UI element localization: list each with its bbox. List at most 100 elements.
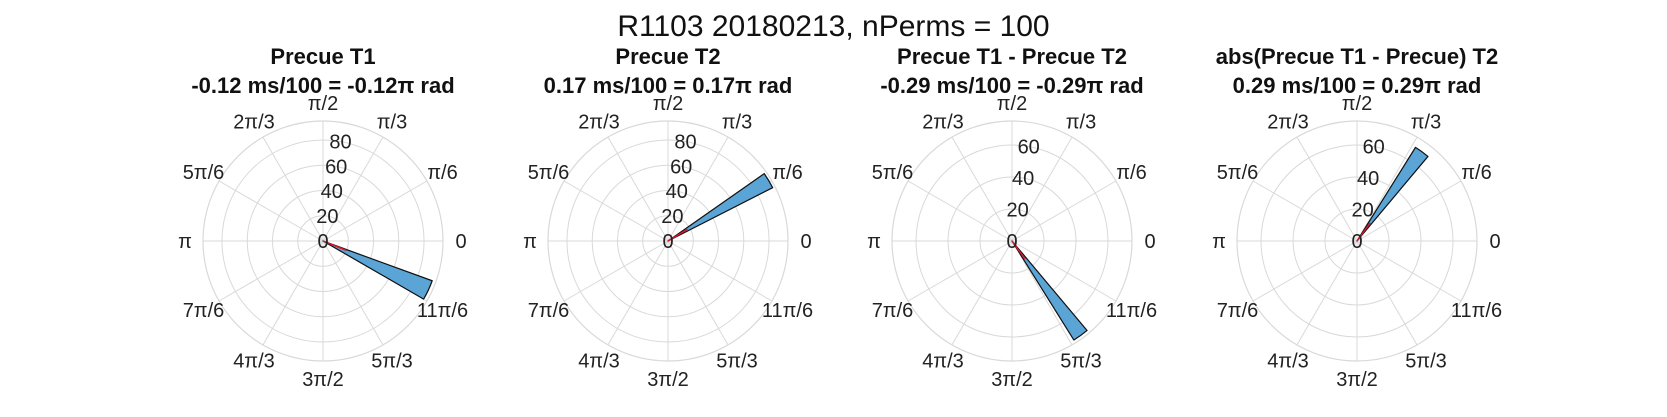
grid-spoke [218, 240, 324, 302]
r-tick-label: 60 [670, 156, 692, 178]
theta-tick-label: 4π/3 [233, 351, 275, 373]
outer-ring [1236, 120, 1478, 362]
grid-spoke [563, 240, 669, 302]
outer-ring [547, 120, 789, 362]
r-tick-label: 0 [1351, 231, 1362, 253]
theta-tick-label: 5π/3 [1060, 351, 1102, 373]
theta-tick-label: π/3 [722, 112, 752, 134]
panel-title-line1: Precue T2 [615, 44, 721, 69]
panel-title: Precue T2 0.17 ms/100 = 0.17π rad [488, 42, 848, 100]
r-tick-label: 60 [1363, 137, 1385, 159]
histogram-bin [1356, 146, 1429, 242]
grid-ring [947, 176, 1077, 306]
theta-tick-label: 2π/3 [1267, 112, 1309, 134]
theta-tick-label: 2π/3 [578, 112, 620, 134]
theta-tick-label: π/2 [653, 93, 683, 115]
polar-panel-3: Precue T1 - Precue T2 -0.29 ms/100 = -0.… [832, 0, 1192, 417]
theta-tick-label: 11π/6 [417, 300, 468, 322]
grid-spoke [1356, 136, 1418, 242]
panel-title-line1: Precue T1 - Precue T2 [897, 44, 1127, 69]
panel-title: Precue T1 - Precue T2 -0.29 ms/100 = -0.… [832, 42, 1192, 100]
theta-tick-label: 5π/3 [1405, 351, 1447, 373]
polar-panel-1: Precue T1 -0.12 ms/100 = -0.12π rad 0 20 4… [143, 0, 503, 417]
grid-ring [642, 215, 694, 267]
grid-ring [1260, 144, 1454, 338]
theta-tick-label: π/6 [772, 162, 802, 184]
figure-title: R1103 20180213, nPerms = 100 [617, 10, 1050, 43]
mean-vector [1011, 240, 1026, 260]
grid-spoke [667, 240, 773, 302]
grid-spoke [322, 240, 384, 346]
grid-ring [297, 215, 349, 267]
r-tick-label: 20 [661, 206, 683, 228]
grid-spoke [1252, 240, 1358, 302]
r-tick-label: 0 [1006, 231, 1017, 253]
theta-tick-label: 7π/6 [1217, 300, 1259, 322]
theta-tick-label: 5π/3 [716, 351, 758, 373]
grid-ring [591, 164, 745, 318]
polar-panel-4: abs(Precue T1 - Precue) T2 0.29 ms/100 =… [1177, 0, 1537, 417]
grid-spoke [1296, 136, 1358, 242]
panel-title: Precue T1 -0.12 ms/100 = -0.12π rad [143, 42, 503, 100]
theta-tick-label: 2π/3 [922, 112, 964, 134]
grid-spoke [218, 180, 324, 242]
theta-tick-label: 3π/2 [991, 369, 1033, 391]
outer-ring [202, 120, 444, 362]
grid-spoke [607, 240, 669, 346]
panel-title-line2: 0.29 ms/100 = 0.29π rad [1232, 73, 1482, 98]
panel-title-line1: abs(Precue T1 - Precue) T2 [1215, 44, 1499, 69]
theta-tick-label: π [523, 231, 537, 253]
theta-tick-label: 11π/6 [762, 300, 813, 322]
grid-spoke [907, 240, 1013, 302]
theta-tick-label: π/6 [1116, 162, 1146, 184]
grid-spoke [322, 180, 428, 242]
histogram-bin [1011, 240, 1088, 341]
grid-ring [979, 208, 1045, 274]
polar-plot: 0 20 40 60 0 π/6 π/3 π/2 2π/3 5π/6 π 7π/6 4π/3 3π/2 5π… [867, 93, 1157, 391]
grid-spoke [1296, 240, 1358, 346]
theta-tick-label: 5π/3 [371, 351, 413, 373]
theta-tick-label: 0 [800, 231, 811, 253]
theta-tick-label: π/3 [1066, 112, 1096, 134]
theta-tick-label: π [867, 231, 881, 253]
theta-tick-label: π/3 [1411, 112, 1441, 134]
grid-ring [221, 139, 425, 343]
theta-tick-label: 2π/3 [233, 112, 275, 134]
histogram-bin [667, 173, 774, 242]
panel-title-line2: 0.17 ms/100 = 0.17π rad [543, 73, 793, 98]
grid-spoke [1252, 180, 1358, 242]
theta-tick-label: π/2 [997, 93, 1027, 115]
theta-tick-label: 0 [1144, 231, 1155, 253]
theta-tick-label: π/3 [377, 112, 407, 134]
grid-spoke [1011, 180, 1117, 242]
theta-tick-label: π/6 [427, 162, 457, 184]
theta-tick-label: 4π/3 [1267, 351, 1309, 373]
r-tick-label: 40 [666, 181, 688, 203]
grid-spoke [1011, 136, 1073, 242]
grid-ring [616, 189, 720, 293]
grid-ring [1292, 176, 1422, 306]
theta-tick-label: 0 [455, 231, 466, 253]
grid-ring [246, 164, 400, 318]
r-tick-label: 0 [317, 231, 328, 253]
theta-tick-label: 3π/2 [302, 369, 344, 391]
theta-tick-label: 5π/6 [183, 162, 225, 184]
mean-vector [322, 240, 347, 252]
polar-plot: 0 20 40 60 0 π/6 π/3 π/2 2π/3 5π/6 π 7π/6 4π/3 3π/2 5π… [1212, 93, 1502, 391]
theta-tick-label: 3π/2 [1336, 369, 1378, 391]
mean-vector [1356, 222, 1371, 242]
grid-spoke [262, 136, 324, 242]
grid-spoke [1011, 240, 1073, 346]
theta-tick-label: π/6 [1461, 162, 1491, 184]
r-tick-label: 20 [316, 206, 338, 228]
theta-tick-label: 5π/6 [872, 162, 914, 184]
r-tick-label: 20 [1351, 200, 1373, 222]
grid-spoke [951, 136, 1013, 242]
grid-spoke [563, 180, 669, 242]
r-tick-label: 20 [1006, 200, 1028, 222]
grid-spoke [667, 136, 729, 242]
r-tick-label: 0 [662, 231, 673, 253]
grid-ring [915, 144, 1109, 338]
